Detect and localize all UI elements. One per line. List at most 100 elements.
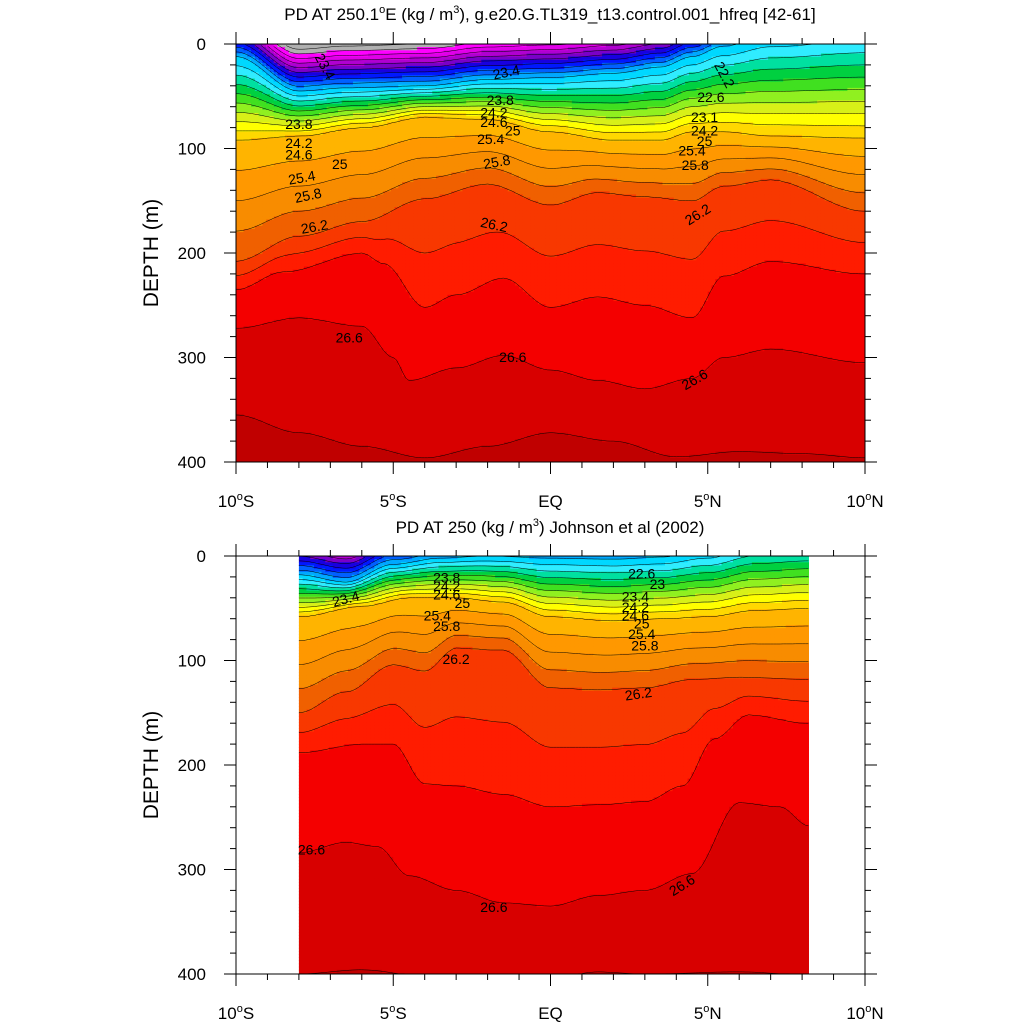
contour-band (266, 363, 271, 368)
contour-band (341, 439, 347, 443)
contour-band (300, 439, 305, 443)
contour-band (322, 87, 328, 92)
contour-band (326, 200, 331, 205)
contour-band (285, 219, 290, 224)
contour-band (349, 269, 354, 274)
contour-band (236, 119, 241, 123)
contour-band (266, 454, 271, 459)
contour-band (337, 420, 343, 424)
contour-band (311, 254, 316, 258)
contour-band (236, 225, 241, 230)
contour-band (322, 207, 328, 211)
contour-band (345, 228, 350, 233)
contour-band (349, 185, 354, 189)
contour-band (254, 191, 260, 196)
contour-band (247, 116, 252, 120)
contour-band (266, 147, 271, 152)
contour-band (319, 460, 324, 462)
contour-band (236, 373, 241, 377)
contour-band (236, 141, 241, 145)
contour-band (345, 301, 350, 305)
contour-band (243, 354, 248, 359)
contour-band (311, 460, 316, 462)
contour-band (247, 420, 252, 424)
contour-band (239, 178, 245, 183)
contour-band (292, 366, 297, 371)
contour-band (285, 235, 290, 239)
contour-band (251, 426, 256, 431)
contour-band (337, 232, 343, 236)
contour-band (337, 388, 343, 393)
contour-band (337, 197, 343, 202)
contour-band (266, 316, 271, 321)
contour-band (243, 360, 248, 365)
contour-band (281, 307, 286, 312)
contour-band (285, 385, 290, 390)
contour-band (319, 360, 324, 365)
contour-band (288, 363, 294, 368)
contour-band (288, 125, 294, 130)
contour-band (258, 344, 264, 349)
contour-band (236, 348, 241, 352)
contour-band (315, 188, 320, 192)
contour-band (300, 354, 305, 359)
contour-band (239, 379, 245, 384)
contour-band (341, 457, 347, 462)
contour-band (243, 291, 248, 296)
contour-band (296, 97, 301, 102)
contour-band (285, 106, 290, 111)
contour-band (337, 169, 343, 174)
contour-band (303, 225, 309, 230)
contour-band (277, 69, 282, 73)
contour-band (315, 391, 320, 396)
contour-band (315, 197, 320, 202)
contour-band (349, 291, 354, 296)
contour-band (315, 360, 320, 365)
contour-band (236, 232, 241, 236)
contour-band (273, 122, 279, 127)
contour-band (326, 56, 331, 61)
contour-band (307, 460, 313, 462)
contour-band (345, 203, 350, 208)
contour-band (303, 141, 309, 145)
contour-band (330, 291, 335, 296)
contour-band (334, 138, 339, 142)
contour-band (273, 407, 279, 412)
contour-band (262, 78, 267, 83)
contour-band (345, 451, 350, 456)
contour-band (236, 435, 241, 440)
contour-band (281, 351, 286, 355)
contour-band (247, 357, 252, 362)
contour-band (311, 87, 316, 92)
contour-band (307, 100, 313, 105)
contour-band (337, 288, 343, 293)
contour-band (251, 232, 256, 236)
contour-band (239, 185, 245, 189)
contour-band (319, 213, 324, 218)
contour-band (337, 138, 343, 142)
contour-band (319, 388, 324, 393)
contour-band (303, 160, 309, 164)
contour-band (319, 188, 324, 192)
contour-band (319, 228, 324, 233)
contour-band (292, 351, 297, 355)
contour-band (322, 238, 328, 243)
contour-band (319, 91, 324, 95)
contour-band (254, 310, 260, 315)
contour-band (319, 266, 324, 271)
contour-band (334, 385, 339, 390)
contour-band (247, 125, 252, 130)
contour-band (292, 213, 297, 218)
contour-band (345, 247, 350, 252)
contour-band (315, 125, 320, 130)
contour-band (322, 53, 328, 58)
contour-band (273, 181, 279, 186)
contour-band (296, 210, 301, 214)
contour-band (266, 282, 271, 286)
contour-band (330, 323, 335, 327)
contour-band (251, 144, 256, 149)
contour-band (307, 191, 313, 196)
contour-band (345, 294, 350, 299)
contour-band (300, 272, 305, 277)
contour-band (337, 285, 343, 290)
